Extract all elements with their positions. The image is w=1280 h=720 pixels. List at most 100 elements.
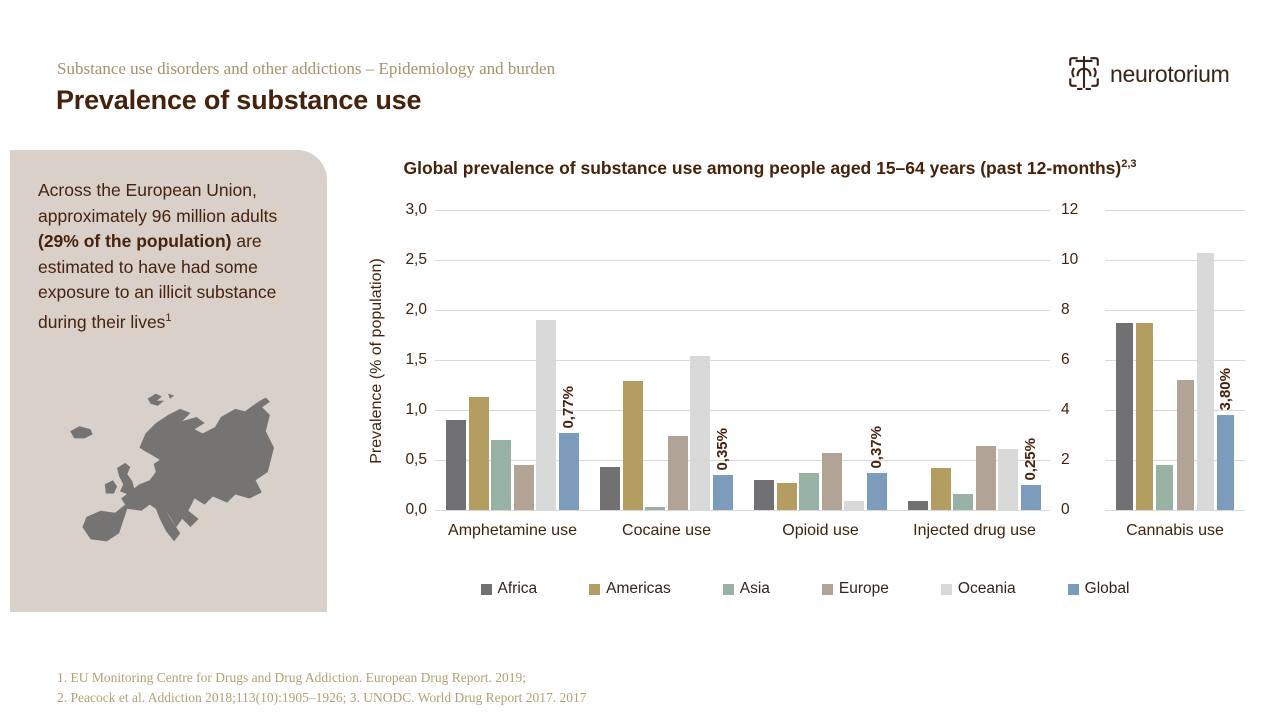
gridline — [1105, 510, 1245, 511]
main-plot-area: 0,77% 0,35% 0,37% 0,25% — [435, 210, 1050, 511]
legend-item-europe: Europe — [821, 580, 889, 598]
bar-asia-amphetamine-use — [491, 440, 512, 510]
right-axis-tick: 0 — [1061, 501, 1070, 518]
bar-africa-opioid-use — [754, 480, 774, 510]
data-label-global: 0,37% — [868, 426, 885, 469]
category-label-cocaine-use: Cocaine use — [622, 522, 711, 539]
chart-title-superscript: 2,3 — [1121, 158, 1137, 171]
bar-africa-cocaine-use — [600, 467, 620, 510]
bar-asia-injected-drug-use — [953, 494, 974, 510]
legend-swatch-europe — [821, 583, 833, 595]
gridline — [435, 260, 1050, 261]
bar-africa-injected-drug-use — [908, 501, 928, 510]
gridline — [1105, 260, 1245, 261]
left-axis-tick: 2,5 — [405, 251, 427, 268]
legend-item-global: Global — [1067, 580, 1130, 598]
right-axis-tick: 12 — [1061, 201, 1079, 218]
category-label-opioid-use: Opioid use — [782, 522, 859, 539]
info-text-bold: (29% of the population) — [38, 231, 232, 251]
legend-item-americas: Americas — [589, 580, 671, 598]
europe-map — [70, 393, 274, 542]
right-axis-tick: 4 — [1061, 401, 1070, 418]
info-panel: Across the European Union, approximately… — [10, 150, 327, 612]
legend-label-europe: Europe — [838, 580, 889, 597]
gridline — [435, 410, 1050, 411]
legend-swatch-asia — [722, 583, 734, 595]
cannabis-plot-area: 3,80% — [1105, 210, 1245, 511]
gridline — [435, 210, 1050, 211]
legend-swatch-americas — [589, 583, 601, 595]
bar-asia-opioid-use — [799, 473, 820, 510]
bar-asia-cocaine-use — [645, 507, 666, 510]
bar-global-injected-drug-use — [1021, 485, 1041, 510]
bar-americas-injected-drug-use — [930, 468, 951, 510]
bar-europe-injected-drug-use — [975, 446, 996, 510]
category-label-amphetamine-use: Amphetamine use — [448, 522, 577, 539]
gridline — [435, 460, 1050, 461]
chart-title: Global prevalence of substance use among… — [355, 158, 1185, 179]
bar-oceania-injected-drug-use — [998, 449, 1019, 510]
legend-item-asia: Asia — [722, 580, 770, 598]
bar-africa-amphetamine-use — [446, 420, 466, 510]
gridline — [1105, 210, 1245, 211]
bar-europe-cannabis-use — [1176, 380, 1194, 510]
legend-swatch-global — [1067, 583, 1079, 595]
info-text: Across the European Union, approximately… — [38, 178, 302, 335]
bar-asia-cannabis-use — [1156, 465, 1174, 510]
legend-label-oceania: Oceania — [957, 580, 1016, 597]
data-label-global: 0,77% — [560, 386, 577, 429]
data-label-global: 0,25% — [1022, 438, 1039, 481]
bar-oceania-cannabis-use — [1196, 252, 1214, 510]
logo: neurotorium — [1066, 54, 1230, 95]
bar-global-cocaine-use — [713, 475, 733, 510]
legend-swatch-africa — [480, 583, 492, 595]
category-label-cannabis-use: Cannabis use — [1126, 522, 1224, 539]
right-axis-tick: 10 — [1061, 251, 1079, 268]
gridline — [1105, 310, 1245, 311]
gridline — [1105, 460, 1245, 461]
left-axis-tick: 0,0 — [405, 501, 427, 518]
bar-americas-amphetamine-use — [468, 397, 489, 510]
gridline — [435, 510, 1050, 511]
legend-item-africa: Africa — [480, 580, 538, 598]
bar-americas-cannabis-use — [1136, 322, 1154, 510]
reference-line-2: 2. Peacock et al. Addiction 2018;113(10)… — [57, 690, 587, 705]
data-label-global: 3,80% — [1216, 368, 1234, 411]
data-label-global: 0,35% — [714, 428, 731, 471]
gridline — [435, 310, 1050, 311]
left-axis-tick: 2,0 — [405, 301, 427, 318]
bar-global-opioid-use — [867, 473, 887, 510]
bar-americas-opioid-use — [776, 483, 797, 510]
bar-africa-cannabis-use — [1116, 322, 1133, 510]
right-axis-tick: 8 — [1061, 301, 1070, 318]
right-axis-tick: 2 — [1061, 451, 1070, 468]
bar-global-cannabis-use — [1217, 415, 1234, 510]
chart-canvas: Prevalence (% of population) 0,77% 0,35% 0… — [355, 200, 1255, 620]
left-axis-tick: 3,0 — [405, 201, 427, 218]
info-text-end: are estimated to have had some exposure … — [38, 231, 277, 332]
references: 1. EU Monitoring Centre for Drugs and Dr… — [57, 668, 586, 708]
gridline — [435, 360, 1050, 361]
category-label-injected-drug-use: Injected drug use — [913, 522, 1036, 539]
chart-title-text: Global prevalence of substance use among… — [403, 158, 1122, 178]
right-axis-tick: 6 — [1061, 351, 1070, 368]
legend-item-oceania: Oceania — [940, 580, 1016, 598]
info-text-start: Across the European Union, approximately… — [38, 180, 278, 226]
eyebrow-text: Substance use disorders and other addict… — [57, 59, 556, 78]
bar-americas-cocaine-use — [622, 381, 643, 510]
brain-icon — [1066, 54, 1102, 95]
logo-text: neurotorium — [1110, 61, 1230, 87]
legend-swatch-oceania — [940, 583, 952, 595]
legend-label-asia: Asia — [739, 580, 770, 597]
info-footnote-marker: 1 — [165, 311, 172, 324]
bar-europe-cocaine-use — [667, 436, 688, 510]
bar-oceania-amphetamine-use — [536, 320, 557, 510]
legend-label-africa: Africa — [497, 580, 538, 597]
legend-label-global: Global — [1084, 580, 1130, 597]
bar-global-amphetamine-use — [559, 433, 579, 510]
gridline — [1105, 410, 1245, 411]
reference-line-1: 1. EU Monitoring Centre for Drugs and Dr… — [57, 670, 527, 685]
page-title: Prevalence of substance use — [56, 85, 422, 115]
bar-europe-opioid-use — [821, 453, 842, 510]
left-axis-tick: 1,0 — [405, 401, 427, 418]
